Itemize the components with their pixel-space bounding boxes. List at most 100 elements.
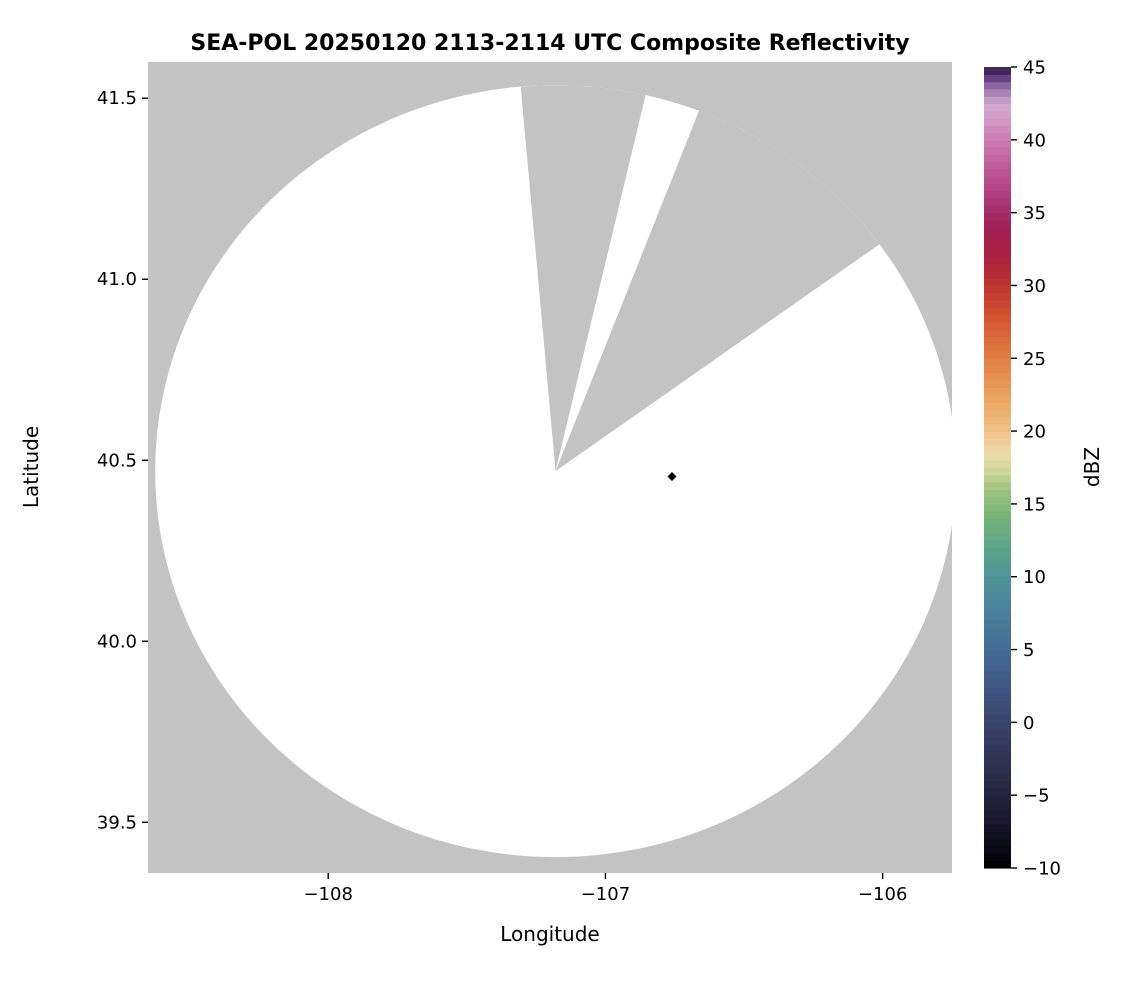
- colorbar-segment: [984, 387, 1011, 396]
- colorbar-segment: [984, 722, 1011, 731]
- colorbar-segment: [984, 838, 1011, 847]
- colorbar-segment: [984, 642, 1011, 651]
- colorbar-tick-label: 20: [1023, 422, 1046, 443]
- colorbar-segment: [984, 212, 1011, 221]
- colorbar-segment: [984, 154, 1011, 163]
- colorbar-segment: [984, 343, 1011, 352]
- colorbar-segment: [984, 96, 1011, 105]
- colorbar-tick-label: 40: [1023, 130, 1046, 151]
- colorbar-segment: [984, 474, 1011, 483]
- colorbar-segment: [984, 292, 1011, 301]
- colorbar-segment: [984, 664, 1011, 672]
- colorbar-segment: [984, 372, 1011, 381]
- colorbar-segment: [984, 496, 1011, 505]
- colorbar-segment: [984, 744, 1011, 753]
- y-tick-label: 41.5: [97, 88, 137, 109]
- colorbar-segment: [984, 613, 1011, 622]
- colorbar-segment: [984, 365, 1011, 374]
- colorbar-segment: [984, 132, 1011, 141]
- colorbar-segment: [984, 147, 1011, 155]
- colorbar-segment: [984, 329, 1011, 338]
- colorbar-segment: [984, 183, 1011, 192]
- colorbar-segment: [984, 729, 1011, 738]
- colorbar-segment: [984, 125, 1011, 134]
- colorbar-segment: [984, 860, 1011, 869]
- colorbar-segment: [984, 467, 1011, 476]
- colorbar-segment: [984, 139, 1011, 148]
- colorbar-segment: [984, 817, 1011, 825]
- colorbar-segment: [984, 190, 1011, 199]
- colorbar-segment: [984, 198, 1011, 206]
- colorbar-segment: [984, 547, 1011, 556]
- colorbar-segment: [984, 103, 1011, 112]
- colorbar-segment: [984, 409, 1011, 418]
- colorbar-segment: [984, 605, 1011, 614]
- colorbar-segment: [984, 627, 1011, 636]
- colorbar-segment: [984, 525, 1011, 534]
- colorbar-segment: [984, 736, 1011, 745]
- missing-data-sector: [555, 110, 880, 472]
- colorbar-segment: [984, 249, 1011, 257]
- colorbar-segment: [984, 401, 1011, 410]
- colorbar-segment: [984, 634, 1011, 643]
- colorbar-segment: [984, 350, 1011, 359]
- colorbar-segment: [984, 161, 1011, 170]
- colorbar-tick-label: 30: [1023, 276, 1046, 297]
- colorbar-segment: [984, 205, 1011, 214]
- colorbar-segment: [984, 671, 1011, 680]
- colorbar-segment: [984, 773, 1011, 782]
- colorbar-segment: [984, 300, 1011, 308]
- colorbar-segment: [984, 598, 1011, 607]
- site-marker-diamond: [667, 472, 677, 482]
- colorbar-segment: [984, 693, 1011, 702]
- colorbar-segment: [984, 423, 1011, 432]
- colorbar-segment: [984, 110, 1011, 119]
- colorbar-segment: [984, 620, 1011, 629]
- colorbar-segment: [984, 394, 1011, 403]
- colorbar-segment: [984, 234, 1011, 243]
- colorbar-tick-label: −5: [1023, 786, 1050, 807]
- colorbar-segment: [984, 591, 1011, 600]
- colorbar-segment: [984, 780, 1011, 789]
- colorbar-segment: [984, 715, 1011, 723]
- x-tick-label: −107: [581, 884, 630, 905]
- colorbar-segment: [984, 176, 1011, 185]
- x-tick-label: −106: [858, 884, 907, 905]
- chart-title: SEA-POL 20250120 2113-2114 UTC Composite…: [190, 31, 910, 56]
- colorbar-segment: [984, 562, 1011, 571]
- colorbar-segment: [984, 285, 1011, 294]
- plot-area: [148, 62, 952, 873]
- colorbar-segment: [984, 321, 1011, 330]
- colorbar-segment: [984, 460, 1011, 469]
- colorbar-segment: [984, 380, 1011, 388]
- colorbar-segment: [984, 227, 1011, 236]
- colorbar-tick-label: 0: [1023, 713, 1034, 734]
- colorbar-tick-label: 5: [1023, 640, 1034, 661]
- colorbar-segment: [984, 787, 1011, 796]
- y-tick-label: 39.5: [97, 812, 137, 833]
- colorbar-segment: [984, 751, 1011, 760]
- colorbar-segment: [984, 482, 1011, 490]
- colorbar-segment: [984, 685, 1011, 694]
- colorbar-segment: [984, 518, 1011, 527]
- colorbar-segment: [984, 278, 1011, 287]
- colorbar-segment: [984, 540, 1011, 549]
- colorbar-tick-label: 35: [1023, 203, 1046, 224]
- colorbar-segment: [984, 219, 1011, 228]
- colorbar-segment: [984, 241, 1011, 250]
- colorbar-tick-label: −10: [1023, 859, 1061, 880]
- colorbar-segment: [984, 678, 1011, 687]
- colorbar-segment: [984, 445, 1011, 454]
- colorbar-segment: [984, 533, 1011, 541]
- colorbar-segment: [984, 824, 1011, 833]
- colorbar-segment: [984, 431, 1011, 439]
- colorbar-segment: [984, 452, 1011, 461]
- colorbar-segment: [984, 270, 1011, 279]
- colorbar-segment: [984, 584, 1011, 592]
- colorbar-segment: [984, 511, 1011, 520]
- colorbar-segment: [984, 802, 1011, 811]
- colorbar-segment: [984, 489, 1011, 498]
- colorbar-segment: [984, 809, 1011, 818]
- colorbar-segment: [984, 503, 1011, 512]
- colorbar: 45 40 35 30 25 20 15 10 5 0 −5 −10: [984, 58, 1061, 880]
